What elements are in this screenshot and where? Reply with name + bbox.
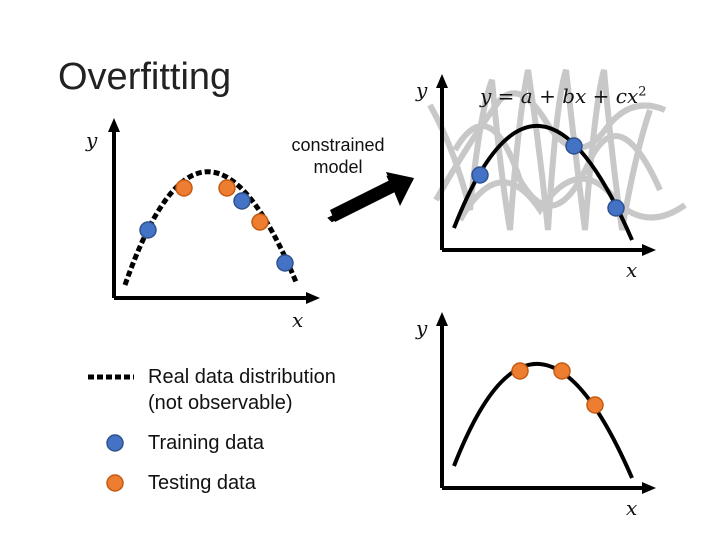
- left-y-label: y: [86, 128, 98, 152]
- equation-cx: cx: [615, 84, 639, 108]
- left-y-arrowhead: [108, 118, 120, 132]
- left-x-label: x: [292, 308, 304, 332]
- left-x-arrowhead: [306, 292, 320, 304]
- equation-a: a: [520, 84, 533, 108]
- bottom-right-x-arrowhead: [642, 482, 656, 494]
- candidate-curves: [427, 69, 687, 231]
- training-point: [565, 137, 583, 155]
- top-right-y-arrowhead: [436, 74, 448, 88]
- equation-y: y: [480, 84, 492, 108]
- top-right-x-label: x: [626, 258, 638, 282]
- model-equation: y = a + bx + cx2: [480, 84, 647, 108]
- bottom-right-x-label: x: [626, 496, 638, 520]
- left-plot: [108, 118, 320, 304]
- legend-testing: Testing data: [148, 472, 256, 494]
- training-point: [139, 221, 157, 239]
- legend-training: Training data: [148, 432, 264, 454]
- testing-point: [511, 362, 529, 380]
- legend-markers: [88, 374, 134, 492]
- training-point: [471, 166, 489, 184]
- equation-exponent: 2: [638, 84, 647, 100]
- slide-title: Overfitting: [58, 56, 232, 98]
- top-right-y-label: y: [416, 78, 428, 102]
- bottom-right-plot: [436, 312, 656, 494]
- testing-point: [218, 179, 236, 197]
- legend-real-distribution: Real data distribution (not observable): [148, 364, 336, 416]
- equation-bx: bx: [562, 84, 587, 108]
- arrow-head: [386, 172, 414, 206]
- equation-plus-2: +: [586, 84, 616, 108]
- fitted-curve: [452, 362, 634, 479]
- testing-point: [586, 396, 604, 414]
- constrained-arrow: [327, 172, 414, 223]
- legend-testing-dot-icon: [106, 474, 124, 492]
- constrained-model-label: constrained model: [268, 134, 408, 178]
- training-point: [607, 199, 625, 217]
- top-right-plot: [427, 69, 687, 256]
- constrained-label-line1: constrained: [291, 135, 385, 155]
- constrained-label-line2: model: [313, 157, 363, 177]
- legend-training-dot-icon: [106, 434, 124, 452]
- testing-point: [175, 179, 193, 197]
- arrow-body: [330, 178, 399, 222]
- bottom-right-y-label: y: [416, 316, 428, 340]
- testing-point: [251, 213, 269, 231]
- equation-equals: =: [491, 84, 521, 108]
- legend-real-line1: Real data distribution: [148, 366, 336, 388]
- bottom-right-y-arrowhead: [436, 312, 448, 326]
- training-point: [233, 192, 251, 210]
- training-point: [276, 254, 294, 272]
- testing-point: [553, 362, 571, 380]
- equation-plus-1: +: [532, 84, 563, 108]
- legend-real-line2: (not observable): [148, 392, 293, 414]
- top-right-x-arrowhead: [642, 244, 656, 256]
